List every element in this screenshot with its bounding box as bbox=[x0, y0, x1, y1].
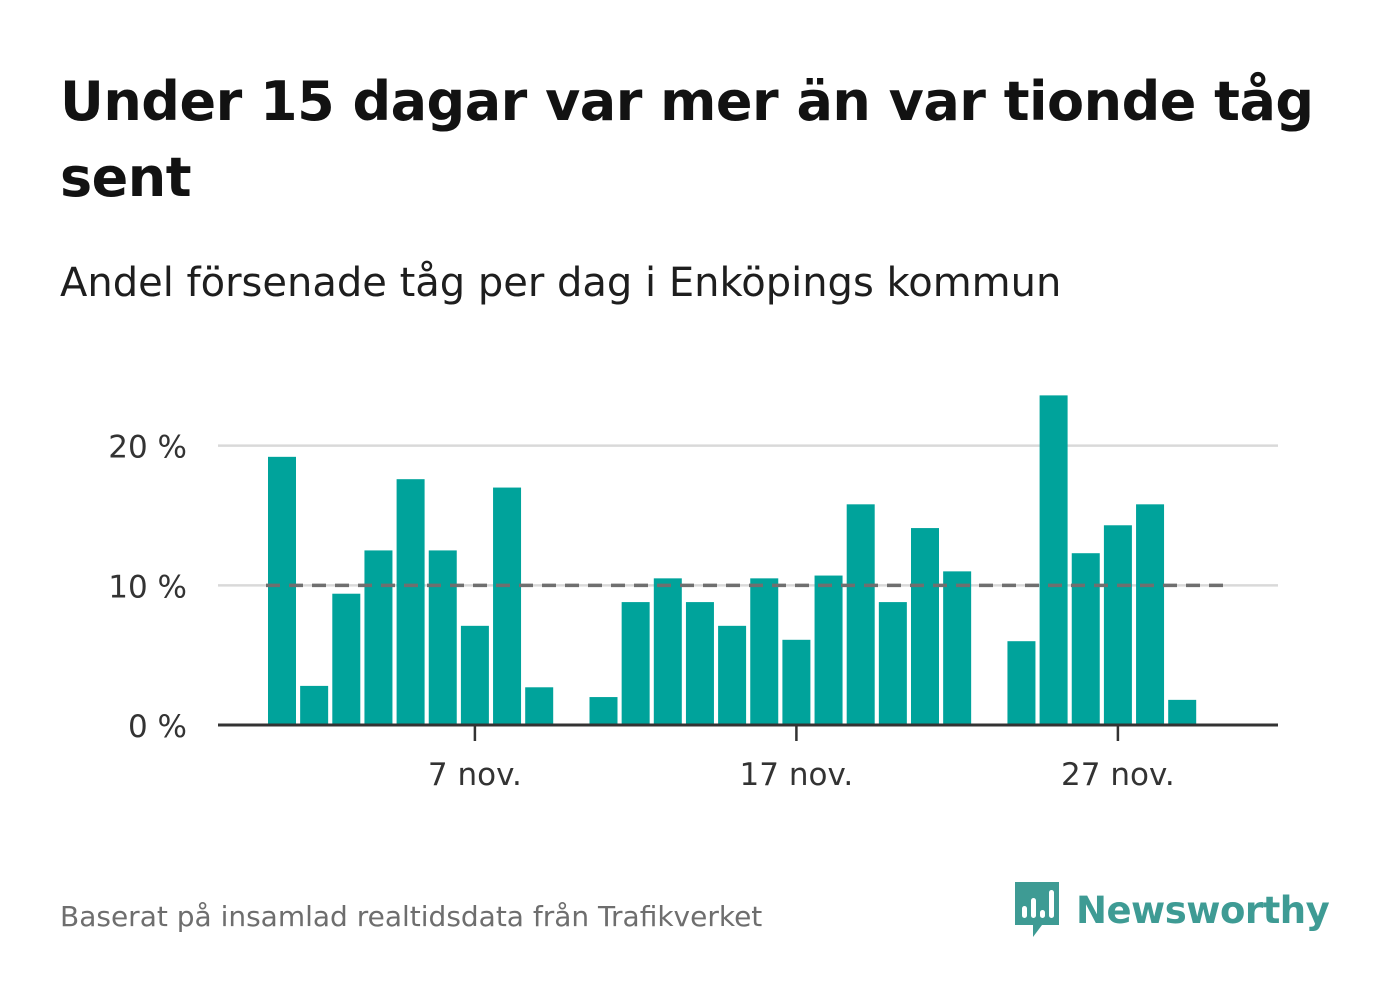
bar bbox=[589, 697, 618, 725]
bar bbox=[653, 578, 682, 725]
bar bbox=[332, 593, 361, 725]
y-tick-label: 20 % bbox=[108, 430, 187, 466]
chart-subtitle: Andel försenade tåg per dag i Enköpings … bbox=[60, 260, 1062, 306]
bar bbox=[878, 602, 907, 725]
y-axis: 0 % 10 % 20 % bbox=[108, 430, 187, 745]
bar bbox=[1039, 395, 1068, 725]
bar bbox=[782, 639, 811, 725]
y-tick-label: 10 % bbox=[108, 569, 187, 605]
newsworthy-logo: Newsworthy bbox=[1012, 878, 1330, 942]
bar bbox=[621, 602, 650, 725]
bar bbox=[428, 550, 457, 725]
x-axis: 7 nov. 17 nov. 27 nov. bbox=[218, 723, 1278, 793]
newsworthy-logo-icon bbox=[1015, 882, 1059, 937]
bar bbox=[1103, 525, 1132, 725]
bar bbox=[718, 625, 747, 725]
x-tick-label: 27 nov. bbox=[1061, 757, 1175, 793]
chart-title: Under 15 dagar var mer än var tionde tåg… bbox=[60, 70, 1314, 209]
bar bbox=[846, 504, 875, 725]
bar bbox=[460, 625, 489, 725]
bar bbox=[525, 687, 554, 725]
bar bbox=[814, 575, 843, 725]
bar bbox=[396, 479, 425, 725]
bar bbox=[493, 487, 522, 725]
bar bbox=[943, 571, 972, 725]
bar bbox=[685, 602, 714, 725]
bar bbox=[911, 528, 939, 725]
bar bbox=[1007, 641, 1036, 725]
source-note: Baserat på insamlad realtidsdata från Tr… bbox=[60, 900, 763, 933]
bar bbox=[750, 578, 779, 725]
bar bbox=[268, 456, 296, 725]
y-tick-label: 0 % bbox=[128, 709, 187, 745]
bars bbox=[268, 395, 1197, 725]
brand-name: Newsworthy bbox=[1076, 888, 1330, 932]
bar bbox=[1168, 699, 1197, 725]
bar-chart: 0 % 10 % 20 % 7 nov. 17 nov. 27 nov. bbox=[108, 395, 1278, 793]
bar bbox=[1136, 504, 1165, 725]
bar bbox=[1071, 553, 1100, 725]
x-tick-label: 7 nov. bbox=[428, 757, 522, 793]
bar bbox=[364, 550, 393, 725]
bar bbox=[300, 685, 329, 725]
x-tick-label: 17 nov. bbox=[740, 757, 854, 793]
